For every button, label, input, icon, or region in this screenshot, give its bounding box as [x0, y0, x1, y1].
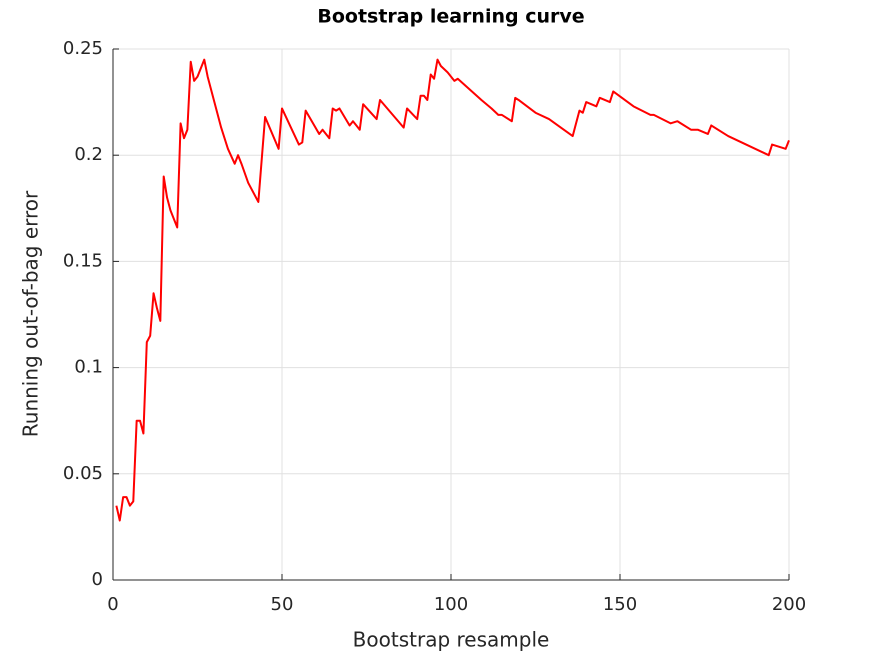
y-tick-label: 0.05	[63, 463, 103, 484]
y-tick-label: 0.25	[63, 38, 103, 59]
chart-title: Bootstrap learning curve	[317, 6, 584, 28]
y-tick-label: 0.2	[74, 144, 103, 165]
x-tick-label: 150	[603, 594, 637, 615]
y-tick-label: 0.15	[63, 250, 103, 271]
x-axis-label: Bootstrap resample	[353, 628, 550, 652]
x-tick-label: 0	[107, 594, 118, 615]
x-tick-label: 200	[772, 594, 806, 615]
x-tick-label: 100	[434, 594, 468, 615]
y-axis-label: Running out-of-bag error	[19, 190, 43, 437]
x-tick-label: 50	[271, 594, 294, 615]
data-line	[115, 58, 790, 522]
y-tick-label: 0	[92, 569, 103, 590]
y-tick-label: 0.1	[74, 357, 103, 378]
